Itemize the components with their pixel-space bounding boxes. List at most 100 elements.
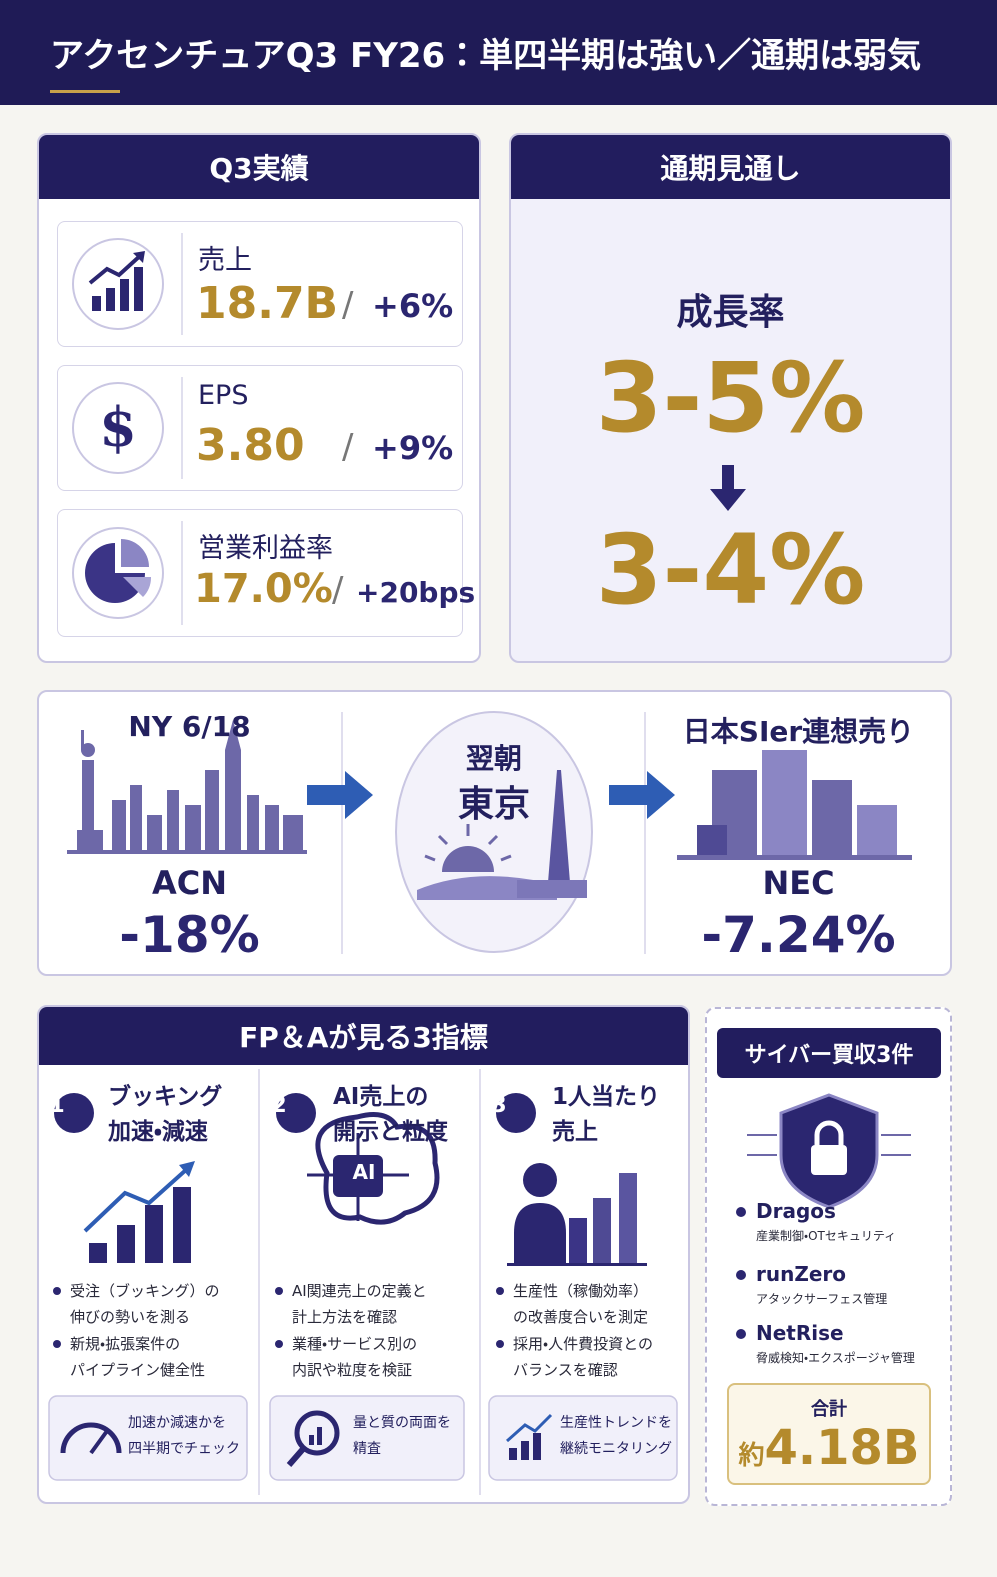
title: アクセンチュアQ3 FY26：単四半期は強い／通期は弱気	[50, 36, 922, 76]
metric-title: AI売上の開示と粒度	[333, 1080, 448, 1150]
icon-chart	[72, 238, 164, 330]
metric-value: 3.80	[196, 420, 305, 471]
total-prefix: 約	[738, 1441, 765, 1471]
line: 計上方法を確認	[292, 1308, 398, 1326]
icon-pie	[72, 527, 164, 619]
japan-ticker: NEC	[762, 864, 835, 902]
arrow	[609, 771, 675, 819]
line: 1人当たり	[552, 1084, 661, 1110]
bullet: 新規・拡張案件のパイプライン健全性	[70, 1331, 205, 1383]
svg-text:$: $	[99, 395, 137, 459]
line: 開示と粒度	[333, 1119, 448, 1145]
note: 加速か減速かを 四半期でチェック	[128, 1410, 240, 1462]
line: 受注（ブッキング）の	[70, 1282, 220, 1300]
deal-name: NetRise	[756, 1321, 844, 1345]
cyber-title: サイバー買収3件	[717, 1028, 941, 1078]
line: の改善度合いを測定	[513, 1308, 649, 1326]
accent	[50, 90, 120, 93]
outlook-label: 成長率	[676, 292, 785, 333]
ny-change: -18%	[119, 906, 260, 964]
line: 生産性（稼働効率）	[513, 1282, 649, 1300]
line: 量と質の両面を	[353, 1415, 451, 1431]
total-label: 合計	[811, 1399, 847, 1420]
separator: /	[332, 570, 344, 610]
card-icons: $	[72, 233, 183, 625]
metric-change: +20bps	[356, 576, 476, 609]
metric-label: EPS	[198, 380, 249, 411]
outlook-before: 3-5%	[595, 342, 866, 454]
deal-desc: アタックサーフェス管理	[756, 1292, 888, 1306]
icon-ai	[307, 1112, 440, 1225]
metric-value: 18.7B	[196, 278, 339, 329]
ny-ticker: ACN	[151, 864, 228, 902]
tokyo-scene	[417, 770, 587, 900]
bullet: 受注（ブッキング）の 伸びの勢いを測る	[70, 1278, 220, 1330]
separator: /	[342, 285, 354, 325]
line: ブッキング	[108, 1084, 223, 1110]
icon-growth	[83, 1161, 195, 1263]
line: パイプライン健全性	[70, 1361, 206, 1379]
line: 精査	[353, 1441, 381, 1457]
total-value: 4.18B	[764, 1420, 920, 1476]
icon-dollar: $	[72, 382, 164, 474]
outlook-panel: 通期見通し 成長率 3-5% 3-4%	[509, 133, 952, 663]
line: 継続モニタリング	[560, 1441, 672, 1457]
deal-name: runZero	[756, 1262, 847, 1286]
fpa-title: FP＆Aが見る3指標	[39, 1007, 688, 1065]
ny-title: NY 6/18	[128, 710, 251, 743]
metric-number: 1	[49, 1093, 65, 1118]
cyber-graphics	[736, 1093, 911, 1339]
buildings	[677, 750, 912, 860]
metric-title: 1人当たり売上	[552, 1080, 660, 1150]
metric-value: 17.0%	[194, 566, 333, 612]
deal-desc: 産業制御・OTセキュリティ	[756, 1229, 897, 1243]
line: 新規・拡張案件の	[70, 1335, 181, 1353]
down-arrow	[710, 465, 746, 511]
metric-label: 営業利益率	[198, 533, 333, 564]
line: 加速・減速	[108, 1119, 208, 1145]
japan-title: 日本SIer連想売り	[682, 715, 915, 748]
outlook-title: 通期見通し	[511, 135, 950, 199]
line: 生産性トレンドを	[560, 1415, 672, 1431]
total-box: 合計 約4.18B	[727, 1383, 931, 1485]
icon-gauge	[60, 1422, 122, 1455]
deal-name: Dragos	[756, 1199, 836, 1223]
header: アクセンチュアQ3 FY26：単四半期は強い／通期は弱気	[0, 0, 997, 105]
metric-label: 売上	[198, 245, 252, 276]
bullet: 生産性（稼働効率） の改善度合いを測定	[513, 1278, 648, 1330]
icon-person	[507, 1163, 647, 1266]
line: バランスを確認	[513, 1361, 618, 1379]
line: AI売上の	[333, 1084, 429, 1110]
ai-text: AI	[352, 1160, 376, 1184]
tokyo-line2: 東京	[457, 784, 530, 825]
line: 加速か減速かを	[128, 1415, 226, 1431]
ny-skyline	[67, 720, 307, 854]
metric-title: ブッキング加速・減速	[108, 1080, 222, 1150]
bullet: 採用・人件費投資との バランスを確認	[513, 1331, 653, 1383]
outlook-after: 3-4%	[595, 514, 866, 626]
flow-graphics	[67, 711, 912, 954]
note: 量と質の両面を 精査	[353, 1410, 451, 1462]
fpa-graphics	[48, 1069, 678, 1495]
icon-magnifier	[286, 1410, 340, 1467]
bullet: 業種・サービス別の 内訳や粒度を検証	[292, 1331, 417, 1383]
line: 内訳や粒度を検証	[292, 1361, 413, 1379]
line: 売上	[552, 1119, 598, 1145]
bullet: AI関連売上の定義と 計上方法を確認	[292, 1278, 427, 1330]
deal-desc: 脅威検知・エクスポージャ管理	[756, 1351, 915, 1365]
note: 生産性トレンドを 継続モニタリング	[560, 1410, 672, 1462]
line: 伸びの勢いを測る	[70, 1308, 191, 1326]
icon-trend	[506, 1413, 553, 1460]
arrow	[307, 771, 373, 819]
metric-number: 3	[491, 1093, 507, 1118]
metric-change: +9%	[372, 429, 454, 467]
metric-change: +6%	[372, 287, 454, 325]
line: 採用・人件費投資との	[513, 1335, 653, 1353]
line: 業種・サービス別の	[292, 1335, 418, 1353]
q3-title: Q3実績	[39, 135, 479, 199]
total: 約4.18B	[729, 1421, 929, 1483]
tokyo-line1: 翌朝	[465, 742, 522, 775]
separator: /	[342, 427, 354, 467]
japan-change: -7.24%	[701, 906, 896, 964]
